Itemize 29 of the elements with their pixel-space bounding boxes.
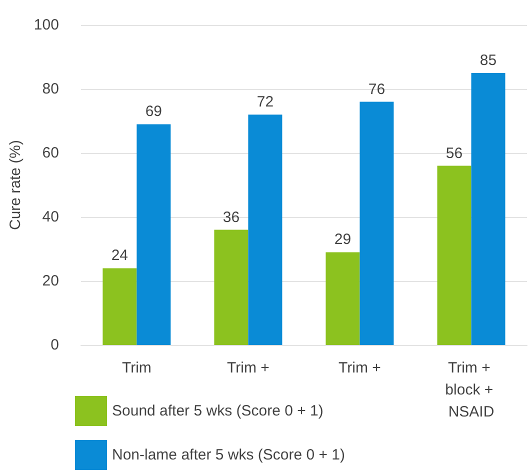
x-tick-label: Trim + block + NSAID bbox=[445, 360, 498, 420]
bar bbox=[248, 114, 282, 345]
data-label: 56 bbox=[446, 144, 463, 162]
y-tick-label: 60 bbox=[42, 144, 59, 162]
data-label: 76 bbox=[368, 80, 386, 98]
data-label: 29 bbox=[334, 231, 352, 248]
bar bbox=[360, 102, 394, 345]
bar bbox=[214, 230, 248, 345]
data-label: 72 bbox=[256, 94, 274, 111]
y-tick-label: 100 bbox=[34, 16, 59, 34]
data-label: 69 bbox=[145, 103, 162, 120]
data-label: 36 bbox=[222, 208, 240, 226]
bar bbox=[136, 124, 171, 345]
y-tick-label: 20 bbox=[42, 272, 59, 290]
x-tick-label: Trim + bbox=[338, 360, 382, 376]
x-tick-label: Trim + bbox=[227, 360, 270, 376]
x-tick-label: Trim bbox=[122, 360, 152, 376]
legend-label: Sound after 5 wks (Score 0 + 1) bbox=[112, 402, 324, 420]
bar bbox=[326, 252, 360, 345]
y-tick-label: 0 bbox=[50, 336, 59, 354]
y-tick-label: 40 bbox=[42, 208, 59, 226]
y-axis-title: Cure rate (%) bbox=[7, 140, 24, 230]
bar bbox=[437, 166, 472, 345]
bar bbox=[102, 268, 137, 345]
legend-label: Non-lame after 5 wks (Score 0 + 1) bbox=[112, 446, 346, 464]
data-label: 24 bbox=[111, 247, 128, 264]
y-tick-label: 80 bbox=[42, 80, 59, 98]
data-label: 85 bbox=[480, 52, 497, 69]
bar bbox=[471, 73, 506, 345]
